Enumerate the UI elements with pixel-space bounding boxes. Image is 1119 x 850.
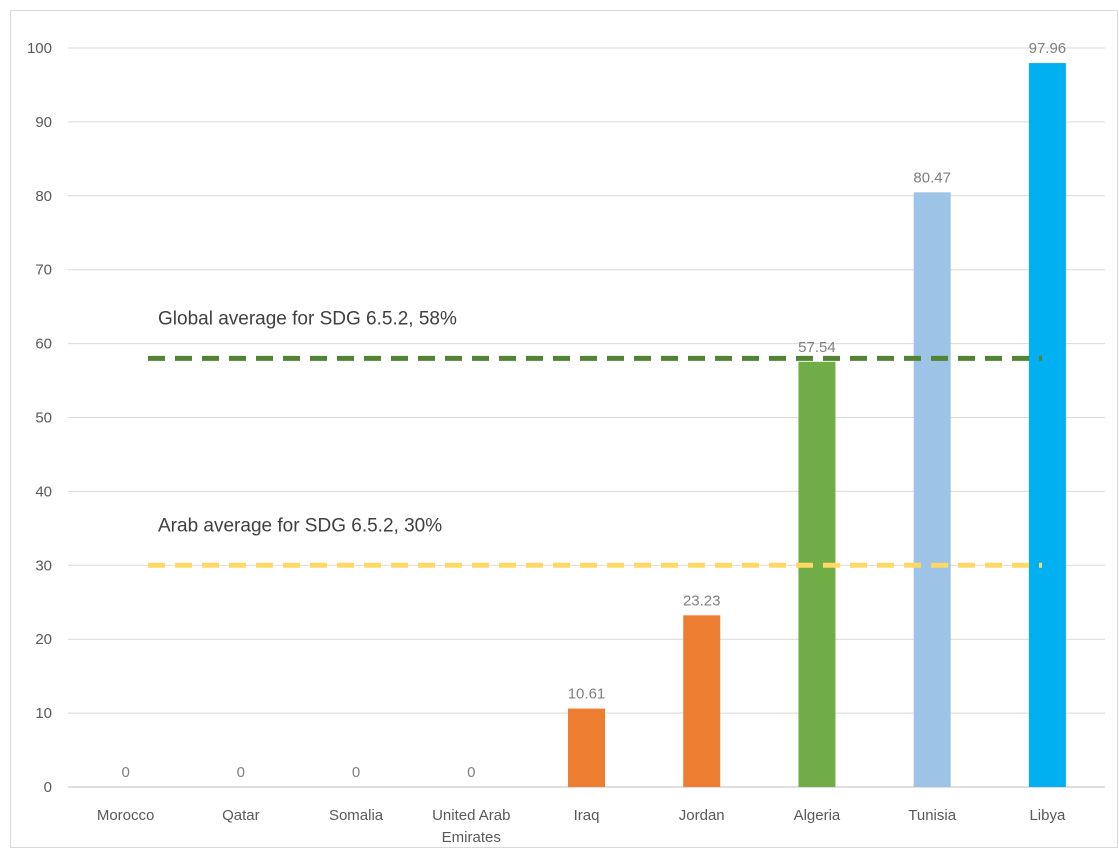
y-tick-label: 60 [35,336,52,353]
data-label: 80.47 [913,169,951,186]
x-tick-label-line: Somalia [329,807,384,824]
x-tick-label: Libya [1029,807,1066,824]
x-tick-label: Jordan [679,807,725,824]
x-tick-label: Qatar [222,807,260,824]
bar-jordan [683,615,721,787]
data-label: 0 [352,764,360,781]
data-label: 0 [467,764,475,781]
bar-algeria [798,361,836,787]
data-label: 10.61 [568,686,606,703]
y-tick-label: 0 [44,779,52,796]
x-tick-label: Tunisia [908,807,956,824]
x-tick-label-line: Algeria [794,807,841,824]
y-tick-label: 70 [35,262,52,279]
data-label: 97.96 [1029,40,1067,57]
x-tick-label: Algeria [794,807,841,824]
x-tick-label-line: Iraq [574,807,600,824]
x-tick-label-line: Emirates [442,829,501,846]
data-label: 0 [237,764,245,781]
y-tick-label: 100 [27,40,52,57]
average-line-label: Arab average for SDG 6.5.2, 30% [158,515,442,536]
x-tick-label-line: Morocco [97,807,155,824]
bar-iraq [568,708,605,787]
x-tick-label: United Arab Emirates [432,807,510,846]
data-label: 57.54 [798,339,836,356]
data-label: 23.23 [683,592,721,609]
bar-libya [1028,63,1066,787]
x-tick-label: Somalia [329,807,384,824]
y-tick-label: 80 [35,188,52,205]
y-tick-label: 90 [35,114,52,131]
x-tick-label-line: Qatar [222,807,260,824]
x-tick-label-line: Tunisia [908,807,956,824]
x-tick-label: Morocco [97,807,155,824]
x-tick-label-line: Libya [1029,807,1066,824]
x-tick-label: Iraq [574,807,600,824]
data-label: 0 [121,764,129,781]
y-tick-label: 40 [35,483,52,500]
bar-tunisia [913,192,951,787]
x-tick-label-line: Jordan [679,807,725,824]
y-tick-label: 30 [35,557,52,574]
y-tick-label: 20 [35,631,52,648]
x-tick-label-line: United Arab [432,807,510,824]
y-tick-label: 50 [35,410,52,427]
average-line-label: Global average for SDG 6.5.2, 58% [158,308,457,329]
y-tick-label: 10 [35,705,52,722]
